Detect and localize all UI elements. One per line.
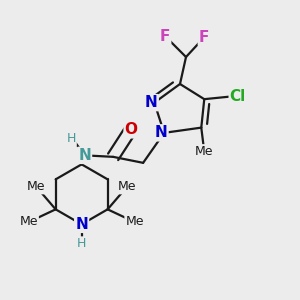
Text: H: H [66,132,76,145]
Text: N: N [75,217,88,232]
Text: F: F [160,28,170,44]
Text: Me: Me [195,145,214,158]
Text: N: N [145,95,158,110]
Text: O: O [124,122,138,137]
Text: Me: Me [20,215,38,228]
Text: N: N [155,125,167,140]
Text: N: N [78,148,91,163]
Text: Me: Me [27,180,45,193]
Text: H: H [77,237,86,250]
Text: Me: Me [125,215,144,228]
Text: Cl: Cl [230,89,246,104]
Text: F: F [199,30,209,45]
Text: Me: Me [118,180,136,193]
